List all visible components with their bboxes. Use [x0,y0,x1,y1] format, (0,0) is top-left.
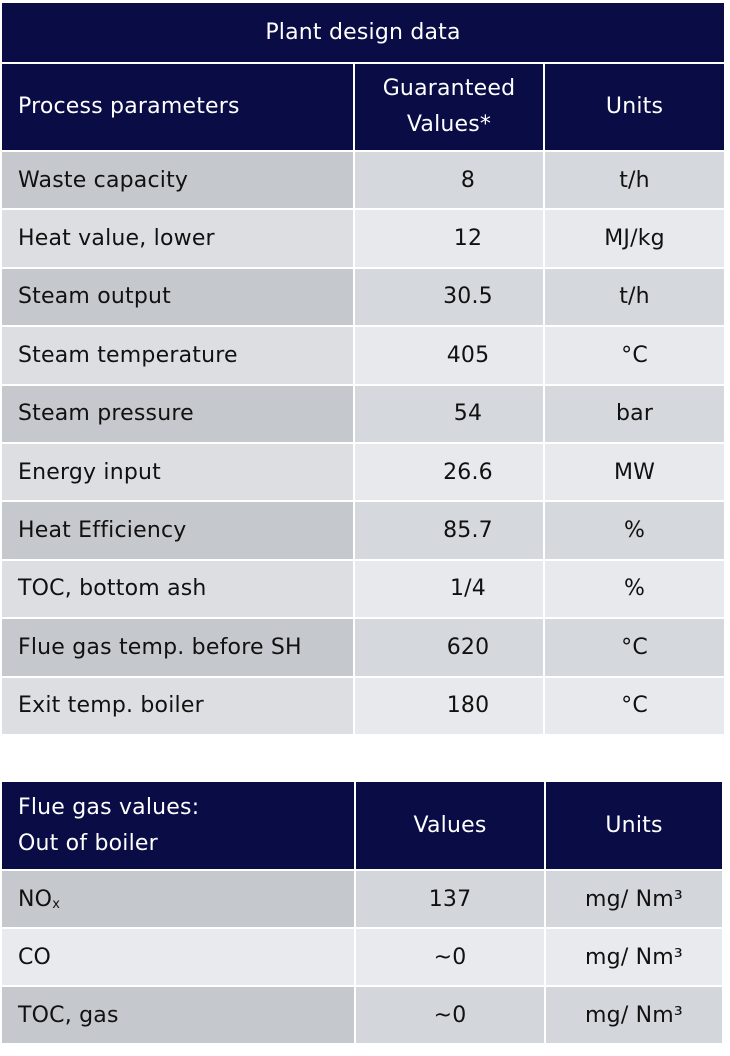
table-row: TOC, gas ~0 mg/ Nm³ [2,986,722,1045]
row-units: mg/ Nm³ [545,870,722,929]
row-value: 26.6 [354,442,545,503]
row-parameter: Exit temp. boiler [2,676,355,736]
row-value: 180 [354,676,545,736]
header-guaranteed-values-text: Guaranteed Values* [382,76,516,137]
table-row: Steam pressure 54 bar [2,384,725,444]
row-value: ~0 [355,986,546,1045]
row-value: 137 [355,870,546,929]
header-units: Units [544,63,725,152]
table-row: Exit temp. boiler 180 °C [2,676,725,736]
table-row: Flue gas temp. before SH 620 °C [2,618,725,678]
header-flue-gas-line1: Flue gas values: [18,794,200,820]
header-flue-gas-line2: Out of boiler [18,830,158,856]
row-parameter: NOx [2,870,356,929]
row-value: 620 [354,618,545,678]
header-values: Values [355,782,546,871]
flue-gas-table: Flue gas values: Out of boiler Values Un… [2,782,722,1045]
table-row: Steam temperature 405 °C [2,326,725,386]
header-guaranteed-values: Guaranteed Values* [354,63,545,152]
row-units: % [544,501,725,561]
table-row: Steam output 30.5 t/h [2,267,725,328]
row-units: MW [544,442,725,503]
row-units: % [544,559,725,620]
row-parameter: CO [2,928,356,987]
row-units: MJ/kg [544,209,725,269]
row-parameter: Heat Efficiency [2,501,355,561]
row-value: 8 [354,151,545,211]
table-row: NOx 137 mg/ Nm³ [2,870,722,929]
header-flue-gas-values: Flue gas values: Out of boiler [2,782,356,871]
row-units: mg/ Nm³ [545,986,722,1045]
row-units: t/h [544,151,725,211]
row-parameter: Steam pressure [2,384,355,444]
row-parameter-subscript: x [52,896,61,912]
table-row: Energy input 26.6 MW [2,442,725,503]
row-parameter: TOC, gas [2,986,356,1045]
row-parameter: Steam temperature [2,326,355,386]
row-units: bar [544,384,725,444]
row-value: 30.5 [354,267,545,328]
row-parameter: Heat value, lower [2,209,355,269]
row-parameter-text: CO [18,944,52,970]
table-row: Heat Efficiency 85.7% [2,501,725,561]
table-row: Waste capacity 8 t/h [2,151,725,211]
header-row: Flue gas values: Out of boiler Values Un… [2,782,722,871]
row-parameter: Flue gas temp. before SH [2,618,355,678]
header-process-parameters: Process parameters [2,63,355,152]
plant-design-table: Plant design data Process parameters Gua… [2,3,725,736]
row-parameter: Energy input [2,442,355,503]
row-parameter: TOC, bottom ash [2,559,355,620]
row-units: °C [544,326,725,386]
row-parameter-text: TOC, gas [18,1002,119,1028]
row-parameter: Steam output [2,267,355,328]
row-units: mg/ Nm³ [545,928,722,987]
table-row: TOC, bottom ash 1/4% [2,559,725,620]
table-row: CO ~0 mg/ Nm³ [2,928,722,987]
row-units: °C [544,618,725,678]
row-value: 85.7 [354,501,545,561]
row-parameter-text: NO [18,886,53,912]
row-value: 1/4 [354,559,545,620]
header-row: Process parameters Guaranteed Values* Un… [2,63,725,152]
row-value: 12 [354,209,545,269]
row-units: °C [544,676,725,736]
row-value: ~0 [355,928,546,987]
table-title: Plant design data [2,3,725,64]
header-units: Units [545,782,722,871]
row-value: 54 [354,384,545,444]
row-parameter: Waste capacity [2,151,355,211]
table-row: Heat value, lower 12 MJ/kg [2,209,725,269]
row-value: 405 [354,326,545,386]
row-units: t/h [544,267,725,328]
